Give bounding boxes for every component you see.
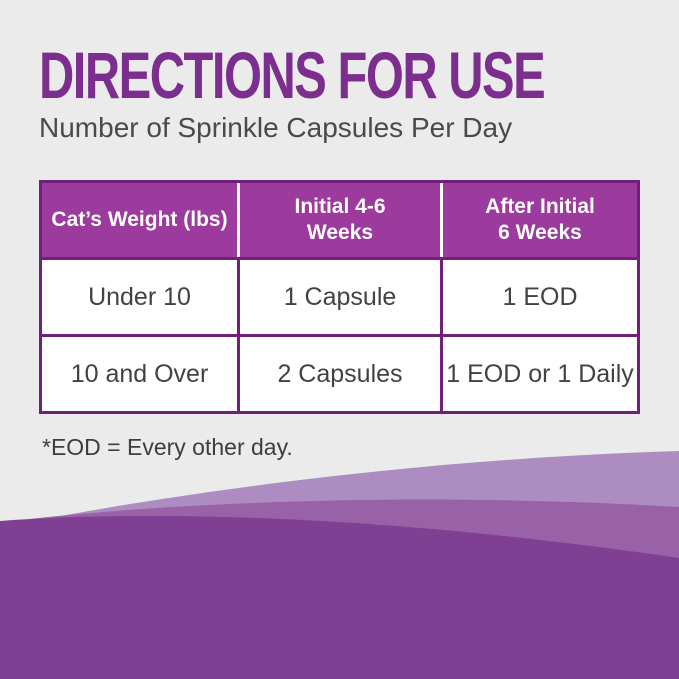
table-row-1-weight: Under 10: [42, 260, 237, 335]
header-cell-after-initial: After Initial 6 Weeks: [443, 183, 637, 258]
eod-footnote: *EOD = Every other day.: [42, 434, 293, 461]
page-subtitle: Number of Sprinkle Capsules Per Day: [39, 112, 513, 143]
header-cell-weight: Cat’s Weight (lbs): [42, 183, 237, 258]
page-title: DIRECTIONS FOR USE: [39, 38, 546, 112]
header-cell-initial-weeks: Initial 4-6 Weeks: [240, 183, 440, 258]
main-content: DIRECTIONS FOR USE Number of Sprinkle Ca…: [39, 38, 640, 461]
decorative-wave-graphic: [0, 451, 679, 679]
table-row-1-initial-dose: 1 Capsule: [240, 260, 440, 335]
table-row-1-after-dose: 1 EOD: [443, 260, 637, 335]
table-row-2-weight: 10 and Over: [42, 337, 237, 412]
wave-dark-layer: [0, 515, 679, 679]
table-row-2-after-dose: 1 EOD or 1 Daily: [443, 337, 637, 412]
dosage-table: Cat’s Weight (lbs) Initial 4-6 Weeks Aft…: [39, 180, 640, 415]
dosage-table-body: Under 10 1 Capsule 1 EOD 10 and Over 2 C…: [42, 257, 637, 412]
dosage-table-header-row: Cat’s Weight (lbs) Initial 4-6 Weeks Aft…: [42, 183, 637, 258]
table-row-2-initial-dose: 2 Capsules: [240, 337, 440, 412]
